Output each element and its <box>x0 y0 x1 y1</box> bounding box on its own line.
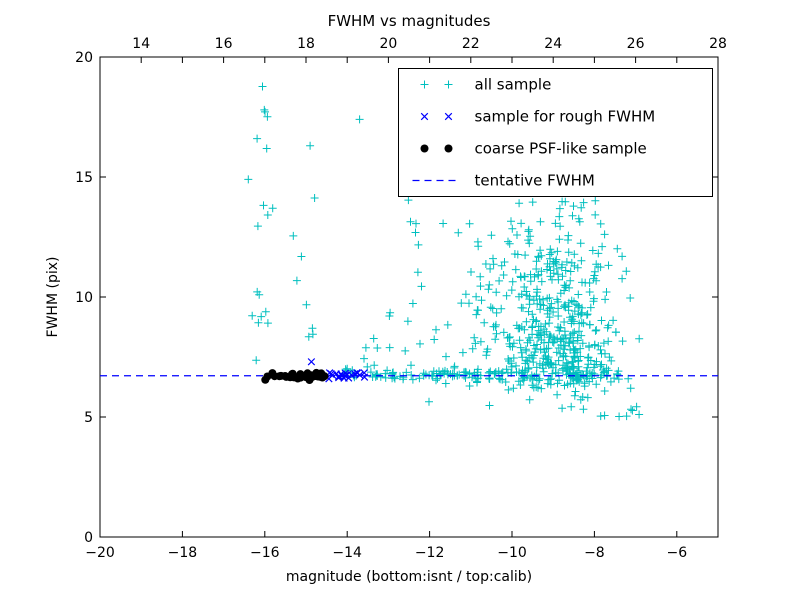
legend-label: coarse PSF-like sample <box>475 140 647 158</box>
svg-text:14: 14 <box>132 36 150 52</box>
x-axis-label: magnitude (bottom:isnt / top:calib) <box>286 569 532 585</box>
svg-text:28: 28 <box>709 36 727 52</box>
svg-text:−6: −6 <box>666 545 687 561</box>
svg-text:5: 5 <box>84 410 93 426</box>
svg-text:10: 10 <box>75 290 93 306</box>
svg-text:−18: −18 <box>168 545 198 561</box>
legend-label: all sample <box>475 76 552 94</box>
svg-text:20: 20 <box>379 36 397 52</box>
plot-area: −20 −18 −16 −14 −12 −10 −8 −6 14 16 18 20 22 24 26 28 0 5… <box>75 36 727 561</box>
legend-label: sample for rough FWHM <box>475 108 656 126</box>
svg-text:24: 24 <box>544 36 562 52</box>
svg-text:22: 22 <box>462 36 480 52</box>
svg-text:16: 16 <box>215 36 233 52</box>
chart-title: FWHM vs magnitudes <box>328 12 491 30</box>
svg-text:−16: −16 <box>250 545 280 561</box>
svg-text:−12: −12 <box>415 545 445 561</box>
svg-text:20: 20 <box>75 50 93 66</box>
y-axis-label: FWHM (pix) <box>45 257 61 338</box>
svg-text:0: 0 <box>84 530 93 546</box>
svg-text:−10: −10 <box>497 545 527 561</box>
svg-text:−14: −14 <box>332 545 362 561</box>
svg-text:15: 15 <box>75 170 93 186</box>
svg-text:−8: −8 <box>584 545 605 561</box>
svg-text:−20: −20 <box>85 545 115 561</box>
svg-text:18: 18 <box>297 36 315 52</box>
legend-label: tentative FWHM <box>475 172 595 190</box>
svg-text:26: 26 <box>627 36 645 52</box>
